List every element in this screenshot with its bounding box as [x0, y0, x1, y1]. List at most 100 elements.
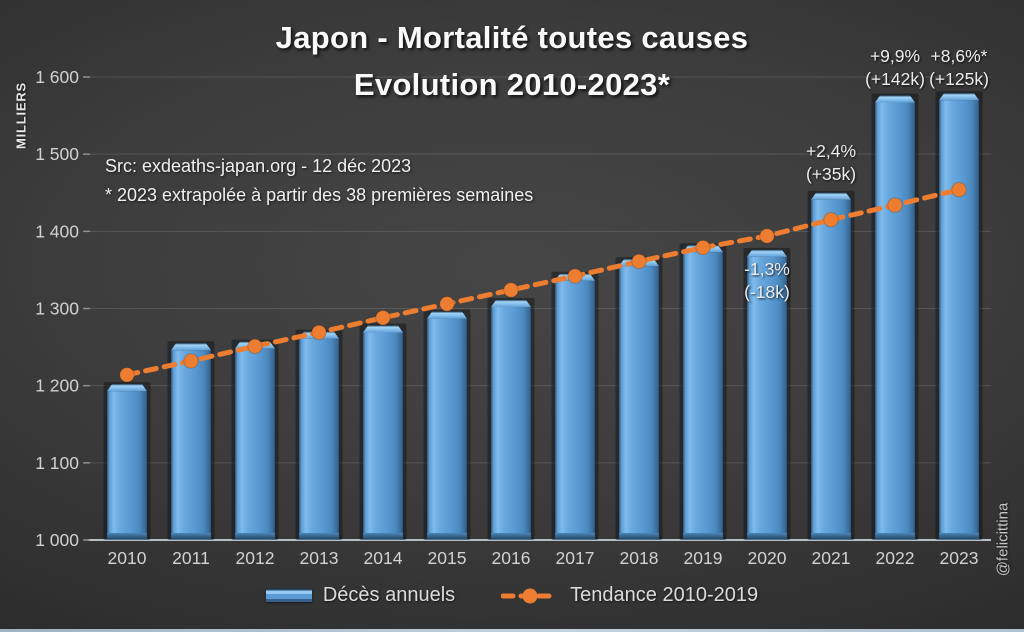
- bar-bottom-bevel: [619, 533, 659, 540]
- trend-point-2017: [567, 268, 583, 284]
- trend-series-swatch-icon: [501, 588, 560, 603]
- bar-2021: [807, 190, 855, 540]
- annotation-pct: +9,9%: [869, 46, 921, 66]
- bar-top-bevel: [363, 325, 403, 333]
- trend-dashed-line: [124, 187, 962, 378]
- annotation-pct: +8,6%*: [930, 46, 988, 66]
- trend-point-2012: [247, 338, 263, 355]
- source-note: Src: exdeaths-japan.org - 12 déc 2023 * …: [105, 152, 533, 210]
- x-tick-label-2010: 2010: [108, 548, 147, 568]
- bars-series: [103, 91, 983, 541]
- annotation-pct: -1,3%: [744, 259, 790, 279]
- bottom-border-strip: [0, 629, 1024, 632]
- bar-face: [107, 391, 147, 540]
- x-tick-label-2023: 2023: [940, 548, 979, 568]
- bar-face: [491, 307, 531, 540]
- y-axis-ticks: 1 000 1 100 1 200 1 300 1 400 1 500 1 600: [35, 67, 90, 550]
- bar-face: [875, 102, 915, 541]
- bar-series-swatch-icon: [265, 589, 312, 602]
- trend-point-2020: [759, 228, 775, 244]
- y-tick-label: 1 500: [35, 144, 79, 164]
- annotation-abs: (+125k): [929, 69, 989, 89]
- y-tick-label: 1 400: [35, 221, 79, 241]
- bar-top-bevel: [171, 343, 211, 351]
- x-tick-label-2016: 2016: [492, 548, 531, 568]
- annotation-2020: -1,3% (-18k): [744, 258, 790, 304]
- bar-face: [299, 338, 339, 540]
- bar-2010: [103, 382, 151, 540]
- annotation-2023: +8,6%* (+125k): [929, 45, 989, 91]
- x-tick-label-2019: 2019: [684, 548, 723, 568]
- bar-2022: [871, 93, 919, 541]
- bar-2016: [487, 298, 535, 540]
- x-tick-label-2014: 2014: [364, 548, 403, 568]
- bar-face: [363, 332, 403, 540]
- bar-2012: [231, 339, 279, 540]
- bar-top-bevel: [491, 300, 531, 308]
- bar-face: [235, 348, 275, 540]
- legend-item-tendance: Tendance 2010-2019: [501, 584, 758, 607]
- annotation-2022: +9,9% (+142k): [865, 45, 925, 91]
- annotation-2021: +2,4% (+35k): [806, 140, 856, 186]
- bar-bottom-bevel: [171, 533, 211, 540]
- y-tick-label: 1 200: [35, 376, 79, 396]
- chart-title-line2: Evolution 2010-2023*: [353, 67, 671, 102]
- bar-bottom-bevel: [107, 533, 147, 540]
- bar-top-bevel: [107, 384, 147, 392]
- y-tick-label: 1 300: [35, 299, 79, 319]
- bar-2023: [935, 91, 983, 540]
- trend-point-2022: [887, 197, 903, 213]
- bar-face: [683, 252, 723, 540]
- bar-bottom-bevel: [747, 533, 787, 540]
- bar-2018: [615, 257, 663, 540]
- trend-point-2016: [503, 282, 519, 298]
- bar-bottom-bevel: [491, 533, 531, 540]
- x-axis-labels: 2010 2011 2012 2013 2014 2015 2016 2017 2018 2019…: [108, 548, 979, 568]
- bar-face: [427, 318, 467, 540]
- y-axis-unit-label: MILLIERS: [13, 81, 29, 150]
- bar-top-bevel: [811, 192, 851, 200]
- y-tick-label: 1 600: [35, 67, 79, 87]
- annotation-pct: +2,4%: [805, 141, 857, 161]
- legend-label-deces: Décès annuels: [322, 584, 456, 606]
- bar-2019: [679, 243, 727, 540]
- legend: Décès annuels Tendance 2010-2019: [0, 584, 1024, 607]
- bar-bottom-bevel: [555, 533, 595, 540]
- x-tick-label-2013: 2013: [300, 548, 339, 568]
- bar-bottom-bevel: [427, 533, 467, 540]
- bar-bottom-bevel: [939, 533, 979, 540]
- bar-face: [939, 100, 979, 540]
- trend-point-2021: [823, 212, 839, 228]
- trend-line: [119, 181, 967, 383]
- trend-point-2010: [119, 367, 135, 383]
- watermark: @felicittina: [994, 502, 1012, 577]
- source-line: Src: exdeaths-japan.org - 12 déc 2023: [105, 156, 412, 176]
- bar-face: [747, 256, 787, 540]
- bar-bottom-bevel: [683, 533, 723, 540]
- chart-title: Japon - Mortalité toutes causes Evolutio…: [0, 14, 1024, 108]
- x-tick-label-2022: 2022: [876, 548, 915, 568]
- bar-bottom-bevel: [235, 533, 275, 540]
- x-tick-label-2012: 2012: [236, 548, 275, 568]
- bar-face: [171, 350, 211, 540]
- y-tick-label: 1 100: [35, 453, 79, 473]
- x-tick-label-2020: 2020: [748, 548, 787, 568]
- trend-point-2015: [439, 296, 455, 312]
- x-tick-label-2011: 2011: [172, 548, 210, 568]
- y-tick-label: 1 000: [35, 530, 79, 550]
- bar-face: [555, 280, 595, 540]
- bar-top-bevel: [875, 95, 915, 103]
- chart-title-line1: Japon - Mortalité toutes causes: [275, 20, 749, 55]
- bar-2017: [551, 271, 599, 540]
- trend-point-2014: [375, 310, 391, 326]
- annotation-abs: (-18k): [744, 282, 790, 302]
- trend-point-2013: [311, 324, 327, 341]
- x-tick-label-2015: 2015: [428, 548, 467, 568]
- x-tick-label-2018: 2018: [620, 548, 659, 568]
- legend-item-deces: Décès annuels: [265, 584, 456, 607]
- bar-2015: [423, 309, 471, 540]
- trend-point-2023: [951, 181, 967, 198]
- bar-face: [619, 266, 659, 540]
